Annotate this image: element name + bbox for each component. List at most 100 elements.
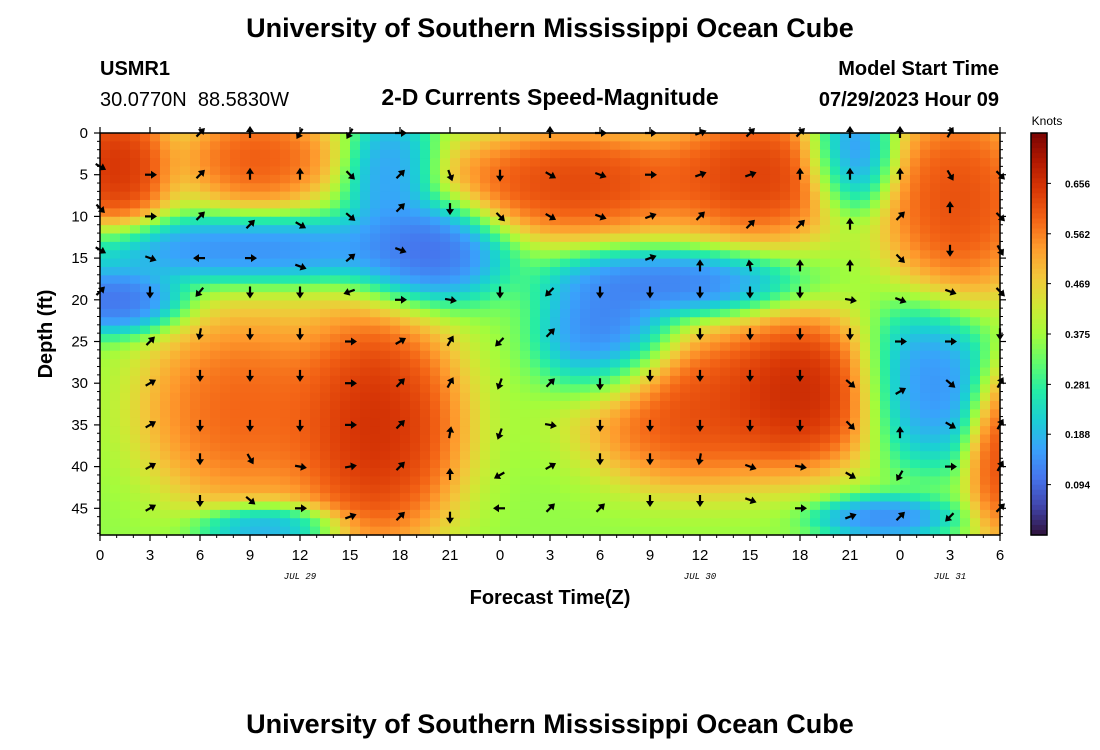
heatmap-cell (460, 384, 471, 394)
heatmap-cell (160, 149, 171, 159)
heatmap-cell (230, 484, 241, 494)
current-vector (645, 170, 657, 179)
heatmap-cell (880, 258, 891, 268)
heatmap-cell (140, 501, 151, 511)
heatmap-cell (430, 384, 441, 394)
heatmap-cell (260, 174, 271, 184)
heatmap-cell (960, 174, 971, 184)
heatmap-cell (480, 133, 491, 142)
heatmap-cell (520, 308, 531, 318)
heatmap-cell (190, 267, 201, 276)
heatmap-cell (450, 191, 461, 201)
heatmap-cell (680, 158, 691, 168)
heatmap-cell (130, 493, 141, 503)
heatmap-cell (570, 166, 581, 176)
heatmap-cell (680, 208, 691, 218)
heatmap-cell (890, 133, 901, 142)
heatmap-cell (480, 225, 491, 235)
heatmap-cell (690, 241, 701, 251)
heatmap-cell (780, 308, 791, 318)
current-vector (796, 259, 804, 272)
heatmap-cell (420, 409, 431, 419)
station-coords: 30.0770N 88.5830W (100, 89, 289, 111)
heatmap-cell (780, 250, 791, 260)
heatmap-cell (480, 375, 491, 385)
heatmap-cell (290, 350, 301, 360)
heatmap-cell (430, 166, 441, 176)
heatmap-cell (150, 267, 161, 276)
heatmap-cell (870, 283, 881, 293)
heatmap-cell (450, 267, 461, 276)
heatmap-cell (990, 526, 1001, 536)
heatmap-cell (390, 459, 401, 469)
heatmap-cell (570, 442, 581, 452)
heatmap-cell (720, 258, 731, 268)
heatmap-cell (830, 493, 841, 503)
heatmap-cell (750, 392, 761, 402)
heatmap-cell (980, 417, 991, 427)
heatmap-cell (620, 434, 631, 444)
heatmap-cell (580, 241, 591, 251)
heatmap-cell (610, 451, 621, 461)
heatmap-cell (150, 342, 161, 352)
heatmap-cell (400, 367, 411, 377)
heatmap-cell (650, 384, 661, 394)
heatmap-cell (190, 518, 201, 528)
heatmap-cell (530, 141, 541, 151)
heatmap-cell (600, 158, 611, 168)
heatmap-cell (180, 149, 191, 159)
heatmap-cell (640, 300, 651, 310)
heatmap-cell (250, 518, 261, 528)
heatmap-cell (250, 384, 261, 394)
heatmap-cell (620, 292, 631, 302)
heatmap-cell (730, 267, 741, 276)
current-vector (744, 496, 757, 505)
heatmap-cell (380, 158, 391, 168)
heatmap-cell (410, 317, 421, 327)
heatmap-cell (980, 375, 991, 385)
heatmap-cell (530, 409, 541, 419)
heatmap-cell (870, 225, 881, 235)
heatmap-cell (440, 384, 451, 394)
heatmap-cell (270, 241, 281, 251)
heatmap-cell (980, 317, 991, 327)
heatmap-cell (850, 258, 861, 268)
heatmap-cell (680, 484, 691, 494)
heatmap-cell (910, 133, 921, 142)
heatmap-cell (380, 325, 391, 335)
heatmap-cell (250, 191, 261, 201)
heatmap-cell (400, 501, 411, 511)
heatmap-cell (450, 233, 461, 243)
heatmap-cell (230, 384, 241, 394)
heatmap-cell (790, 317, 801, 327)
heatmap-cell (460, 317, 471, 327)
heatmap-cell (980, 149, 991, 159)
vector-head (301, 504, 307, 513)
heatmap-cell (820, 442, 831, 452)
heatmap-cell (460, 367, 471, 377)
heatmap-cell (470, 200, 481, 209)
heatmap-cell (390, 183, 401, 193)
heatmap-cell (910, 392, 921, 402)
current-vector (395, 511, 405, 522)
heatmap-cell (240, 468, 251, 477)
heatmap-cell (810, 208, 821, 218)
current-vector (895, 253, 905, 264)
heatmap-cell (460, 426, 471, 436)
heatmap-cell (920, 459, 931, 469)
heatmap-cell (190, 200, 201, 209)
heatmap-cell (960, 158, 971, 168)
heatmap-cell (240, 342, 251, 352)
heatmap-cell (510, 267, 521, 276)
heatmap-cell (730, 149, 741, 159)
heatmap-cell (130, 233, 141, 243)
heatmap-cell (560, 468, 571, 477)
heatmap-cell (300, 501, 311, 511)
heatmap-cell (280, 200, 291, 209)
heatmap-cell (760, 241, 771, 251)
heatmap-cell (390, 149, 401, 159)
heatmap-cell (180, 225, 191, 235)
heatmap-cell (840, 250, 851, 260)
heatmap-cell (550, 426, 561, 436)
current-vector (945, 379, 956, 388)
